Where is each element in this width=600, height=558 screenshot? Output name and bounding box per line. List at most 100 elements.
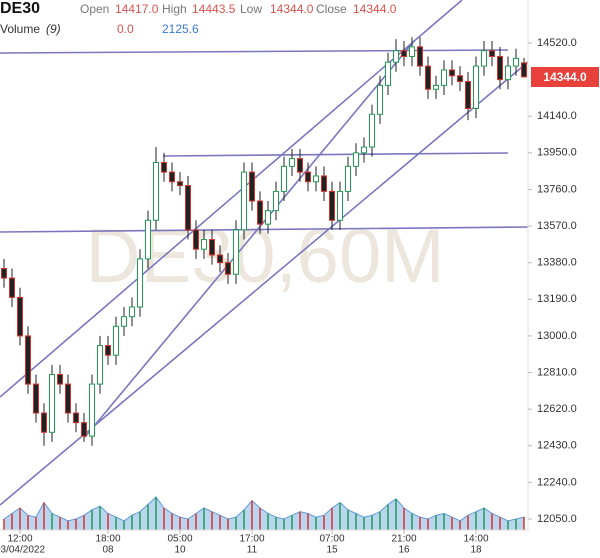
- candle-body: [417, 46, 423, 67]
- candle-body: [257, 200, 263, 225]
- candle-body: [449, 69, 455, 77]
- candle-body: [73, 412, 79, 424]
- candle-body: [441, 69, 447, 86]
- y-tick-label: 12050.0: [537, 513, 577, 525]
- candle-body: [89, 383, 95, 437]
- x-tick-date: 15: [326, 545, 338, 556]
- candle-body: [97, 345, 103, 385]
- candle-body: [217, 254, 223, 264]
- y-tick-label: 12430.0: [537, 440, 577, 452]
- candle-body: [161, 161, 167, 173]
- y-tick-label: 14140.0: [537, 110, 577, 122]
- candle-body: [105, 345, 111, 356]
- symbol: DE30: [0, 0, 40, 17]
- candle-body: [9, 277, 15, 298]
- candle-body: [233, 229, 239, 275]
- x-tick-date: 16: [398, 545, 410, 556]
- trend-line: [0, 226, 529, 233]
- candle-body: [297, 158, 303, 173]
- volume-period: (9): [46, 22, 61, 36]
- candle-body: [329, 190, 335, 221]
- price-tag: 14344.0: [543, 70, 587, 84]
- candle-body: [249, 171, 255, 202]
- candle-body: [201, 239, 207, 250]
- x-tick-date: 18: [470, 545, 482, 556]
- y-tick-label: 13570.0: [537, 220, 577, 232]
- x-tick-date: 11: [247, 545, 258, 556]
- candle-body: [489, 50, 495, 57]
- candle-body: [393, 50, 399, 63]
- candle-body: [137, 258, 143, 308]
- candle-body: [241, 171, 247, 231]
- candle-body: [33, 383, 39, 414]
- candle-body: [321, 175, 327, 192]
- x-tick-label: 07:00: [319, 534, 344, 545]
- candle-body: [121, 316, 127, 327]
- candle-body: [281, 165, 287, 192]
- trend-line: [0, 49, 509, 54]
- candle-body: [465, 81, 471, 110]
- candle-body: [457, 75, 463, 83]
- volume-value: 0.0: [117, 22, 134, 36]
- candle-body: [193, 229, 199, 250]
- y-tick-label: 14520.0: [537, 37, 577, 49]
- candle-body: [81, 422, 87, 437]
- x-tick-date: 10: [174, 545, 186, 556]
- x-tick-date: 08: [102, 545, 114, 556]
- candle-body: [209, 239, 215, 256]
- candle-body: [401, 50, 407, 57]
- y-tick-label: 13760.0: [537, 183, 577, 195]
- candle-body: [41, 412, 47, 433]
- candle-body: [513, 57, 519, 67]
- candle-body: [65, 383, 71, 414]
- candle-body: [25, 335, 31, 385]
- y-tick-label: 12810.0: [537, 366, 577, 378]
- x-tick-label: 12:00: [7, 534, 32, 545]
- volume-value: 2125.6: [162, 22, 199, 36]
- x-tick-label: 14:00: [463, 534, 488, 545]
- candle-body: [369, 113, 375, 148]
- y-tick-label: 12240.0: [537, 476, 577, 488]
- trend-line: [84, 39, 416, 438]
- candle-body: [377, 84, 383, 115]
- y-tick-label: 13190.0: [537, 293, 577, 305]
- candle-body: [177, 181, 183, 187]
- close-value: 14344.0: [353, 2, 397, 16]
- candle-body: [57, 373, 63, 385]
- trend-line: [0, 0, 463, 398]
- candle-body: [473, 65, 479, 110]
- y-tick-label: 12620.0: [537, 403, 577, 415]
- x-tick-label: 21:00: [391, 534, 416, 545]
- x-tick-label: 05:00: [167, 534, 192, 545]
- candle-body: [145, 219, 151, 260]
- high-value: 14443.5: [192, 2, 236, 16]
- candle-body: [345, 165, 351, 192]
- y-tick-label: 13380.0: [537, 257, 577, 269]
- price-tag-box: [531, 67, 599, 87]
- candle-body: [273, 190, 279, 212]
- candle-body: [361, 146, 367, 154]
- x-tick-label: 17:00: [239, 534, 264, 545]
- trend-line: [162, 152, 509, 157]
- candle-body: [1, 267, 7, 279]
- volume-area: [3, 496, 525, 531]
- candle-body: [353, 152, 359, 167]
- candle-body: [521, 62, 527, 78]
- candle-body: [409, 46, 415, 57]
- x-tick-label: 18:00: [95, 534, 120, 545]
- open-label: Open: [80, 2, 109, 16]
- volume-label: Volume: [0, 22, 40, 36]
- candle-body: [425, 65, 431, 90]
- candle-body: [337, 190, 343, 221]
- close-label: Close: [316, 2, 347, 16]
- candle-body: [313, 175, 319, 183]
- candle-body: [17, 296, 23, 337]
- candle-body: [505, 65, 511, 81]
- high-label: High: [162, 2, 187, 16]
- candle-body: [225, 262, 231, 275]
- open-value: 14417.0: [115, 2, 159, 16]
- candle-body: [305, 171, 311, 183]
- candle-body: [497, 55, 503, 81]
- low-label: Low: [240, 2, 262, 16]
- candle-body: [385, 61, 391, 86]
